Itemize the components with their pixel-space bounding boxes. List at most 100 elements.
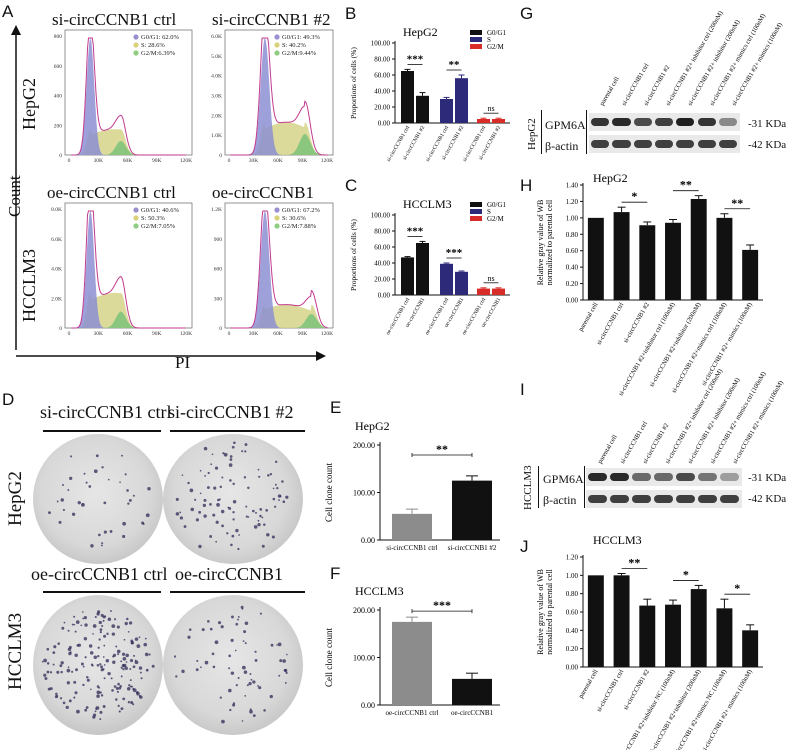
colony-dot <box>229 458 233 461</box>
colony-dot <box>136 644 141 648</box>
wb-band-actin <box>718 140 738 148</box>
wb-band-actin <box>588 495 607 503</box>
colony-dot <box>120 675 123 678</box>
colony-dot <box>203 498 207 502</box>
significance-label: ns <box>487 274 494 283</box>
flow-fit-curve <box>230 37 328 156</box>
colony-dot <box>285 671 288 674</box>
wb-protein-label-i: GPM6A <box>543 472 584 486</box>
flow-legend-dot <box>133 50 139 56</box>
flow-legend-text: S: 30.6% <box>282 215 306 222</box>
colony-dot <box>86 678 90 682</box>
colony-dot <box>95 454 99 458</box>
wb-band-actin <box>591 140 610 148</box>
colony-dot <box>47 687 51 691</box>
panel-label-i: I <box>520 380 525 399</box>
colony-dot <box>99 630 102 634</box>
wb-band-actin <box>698 495 717 503</box>
colony-dot <box>217 621 222 625</box>
y-tick-label: 0.00 <box>378 120 391 128</box>
wb-bracket-i <box>538 466 539 508</box>
flow-xtick: 60K <box>273 158 283 164</box>
colony-dot <box>194 498 197 501</box>
colony-dot <box>116 690 119 694</box>
colony-dot <box>121 454 124 457</box>
flow-xtick: 0 <box>228 331 231 337</box>
colony-dot <box>237 547 240 551</box>
flow-xtick: 30K <box>249 331 259 337</box>
flow-s-phase-area <box>71 129 186 155</box>
colony-dot <box>231 615 234 619</box>
colony-dot <box>134 659 137 662</box>
colony-dot <box>209 627 213 631</box>
flow-legend-dot <box>133 215 139 221</box>
colony-dot <box>122 657 127 661</box>
panel-label-j: J <box>520 537 529 556</box>
colony-dot <box>207 620 210 623</box>
colony-dot <box>203 514 207 518</box>
significance-label: * <box>683 567 689 581</box>
colony-dot <box>247 486 250 490</box>
wb-lane-label: parental cell <box>597 434 619 465</box>
colony-dot <box>204 660 209 665</box>
flow-legend-text: S: 40.2% <box>282 42 306 49</box>
flow-xtick: 0 <box>68 331 71 337</box>
y-tick-label: 0.00 <box>378 292 391 300</box>
colony-dot <box>144 637 147 640</box>
colony-dot <box>71 623 74 626</box>
colony-underline-1 <box>43 430 161 432</box>
colony-dot <box>121 652 126 656</box>
y-tick-label: 1.00 <box>566 572 579 580</box>
panel-label-b: B <box>345 4 357 23</box>
flow-legend-dot <box>133 34 139 40</box>
colony-dot <box>127 701 131 704</box>
colony-dot <box>84 656 87 659</box>
bar <box>401 71 414 123</box>
colony-dot <box>43 673 47 677</box>
colony-dot <box>215 520 219 524</box>
colony-dot <box>100 665 103 669</box>
y-axis-label: Relative gray value of WB <box>536 200 545 286</box>
y-axis-label: Relative gray value of WB <box>536 569 545 655</box>
significance-label: *** <box>407 53 424 65</box>
flow-ytick: 5.0K <box>211 54 222 60</box>
colony-dot <box>74 630 77 633</box>
flow-legend-text: G0/G1: 49.3% <box>282 34 321 41</box>
wb-band-actin <box>610 495 629 503</box>
panel-label-d: D <box>2 390 15 409</box>
y-tick-label: 0.20 <box>566 280 579 288</box>
colony-dot <box>122 663 127 668</box>
colony-dot <box>116 625 120 629</box>
colony-dot <box>74 691 78 695</box>
colony-title-4: oe-circCCNB1 <box>175 564 283 584</box>
flow-ytick: 8.0K <box>51 207 62 213</box>
colony-dot <box>103 530 107 534</box>
chart-c: HCCLM3 Proportions of cells (%) 0.00 20.00 4… <box>349 197 510 336</box>
colony-dot <box>252 714 256 718</box>
colony-dot <box>259 612 262 615</box>
colony-dot <box>219 696 222 699</box>
colony-dot <box>272 487 275 490</box>
x-tick-label: si-circCCNB1 ctrl <box>595 668 625 713</box>
colony-dot <box>241 720 244 722</box>
y-tick-label: 20.00 <box>374 104 390 112</box>
y-tick-label: 0.00 <box>361 536 375 545</box>
colony-dot <box>96 663 100 667</box>
colony-dot <box>220 625 224 629</box>
bar <box>452 480 492 540</box>
x-tick-label: si-circCCNB1 ctrl <box>595 301 625 346</box>
bar <box>416 243 429 295</box>
colony-dot <box>132 654 135 657</box>
wb-band-actin <box>632 495 651 503</box>
y-tick-label: 40.00 <box>374 88 390 96</box>
colony-dot <box>212 513 216 517</box>
flow-legend-dot <box>133 42 139 48</box>
colony-plate-2 <box>163 434 303 564</box>
colony-dot <box>230 543 233 547</box>
flow-g2m-area <box>71 141 186 155</box>
colony-dot <box>147 486 151 491</box>
colony-dot <box>183 525 187 528</box>
wb-lane-labels-g: parental cell si-circCCNB1 ctrlsi-circCCN… <box>599 10 784 107</box>
colony-dot <box>102 656 105 658</box>
chart-title: HepG2 <box>403 25 438 39</box>
